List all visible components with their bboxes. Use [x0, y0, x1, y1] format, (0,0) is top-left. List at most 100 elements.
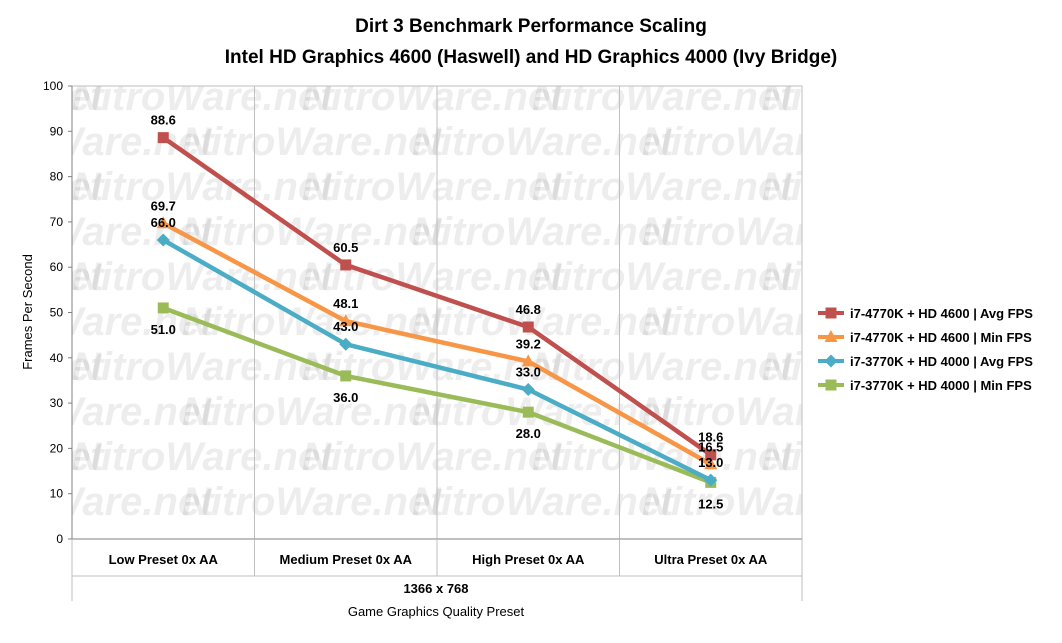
watermark-text: NitroWare.net: [0, 300, 215, 344]
watermark-text: NitroWare.net: [182, 120, 445, 164]
x-tick-label: High Preset 0x AA: [472, 552, 585, 567]
watermark-text: NitroWare.net: [532, 345, 795, 389]
watermark-text: NitroWare.net: [0, 255, 105, 299]
y-tick-label: 0: [56, 532, 63, 546]
legend-label: i7-4770K + HD 4600 | Min FPS: [850, 330, 1032, 345]
data-label: 60.5: [333, 240, 358, 255]
data-label: 36.0: [333, 390, 358, 405]
watermark-text: NitroWare.net: [302, 165, 565, 209]
y-tick-label: 60: [50, 260, 64, 274]
watermark-text: NitroWare.net: [302, 435, 565, 479]
series-line: [161, 221, 713, 467]
watermark-text: NitroWare.net: [992, 255, 1062, 299]
data-label: 18.6: [698, 430, 723, 445]
watermark-text: NitroWare.net: [72, 345, 335, 389]
watermark-text: NitroWare.net: [182, 390, 445, 434]
data-label: 88.6: [151, 113, 176, 128]
data-point: [521, 354, 535, 367]
legend-marker: [825, 307, 837, 319]
watermark-text: NitroWare.net: [182, 300, 445, 344]
watermark-text: NitroWare.net: [642, 390, 905, 434]
watermark-text: NitroWare.net: [532, 75, 795, 119]
axes: 0 10 20 30 40 50 60 70 80 90 100 Low Preset 0x AA Me…: [43, 79, 803, 601]
x-axis-group-label: 1366 x 768: [403, 581, 468, 596]
legend-marker: [824, 354, 838, 368]
watermark-text: NitroWare.net: [642, 120, 905, 164]
watermark-text: NitroWare.net: [762, 345, 1025, 389]
watermark-text: NitroWare.net: [72, 435, 335, 479]
data-label: 16.5: [698, 439, 723, 454]
watermark-text: NitroWare.net: [642, 210, 905, 254]
watermark-text: NitroWare.net: [412, 120, 675, 164]
x-axis-title: Game Graphics Quality Preset: [348, 604, 525, 619]
watermark-text: NitroWare.net: [182, 210, 445, 254]
data-label: 28.0: [516, 426, 541, 441]
watermark-text: NitroWare.net: [872, 210, 1062, 254]
y-tick-label: 90: [50, 124, 64, 138]
data-label: 12.5: [698, 496, 723, 511]
watermark-text: NitroWare.net: [0, 165, 105, 209]
data-point: [156, 233, 170, 247]
x-tick-label: Medium Preset 0x AA: [280, 552, 413, 567]
data-label: 48.1: [333, 296, 358, 311]
watermark-text: NitroWare.net: [872, 480, 1062, 524]
watermark-text: NitroWare.net: [72, 165, 335, 209]
y-tick-label: 50: [50, 306, 64, 320]
watermark-text: NitroWare.net: [992, 435, 1062, 479]
x-tick-label: Low Preset 0x AA: [109, 552, 219, 567]
chart-title: Dirt 3 Benchmark Performance Scaling: [355, 16, 707, 37]
data-label: 13.0: [698, 455, 723, 470]
data-point: [339, 314, 353, 327]
watermark-text: NitroWare.net: [762, 75, 1025, 119]
data-label: 33.0: [516, 365, 541, 380]
data-label: 69.7: [151, 198, 176, 213]
watermark-text: NitroWare.net: [182, 480, 445, 524]
data-point: [157, 132, 169, 144]
watermark-text: NitroWare.net: [872, 390, 1062, 434]
legend-marker: [825, 379, 837, 391]
legend-item: i7-4770K + HD 4600 | Avg FPS: [818, 306, 1033, 321]
legend-item: i7-3770K + HD 4000 | Avg FPS: [818, 354, 1033, 369]
series-2: [156, 216, 718, 470]
y-tick-label: 30: [50, 396, 64, 410]
data-point: [705, 449, 717, 461]
watermark-text: NitroWare.net: [992, 165, 1062, 209]
data-point: [340, 370, 352, 382]
data-point: [521, 383, 535, 397]
watermark-text: NitroWare.net: [302, 75, 565, 119]
watermark-text: NitroWare.net: [412, 480, 675, 524]
series-3: [156, 233, 718, 487]
watermark-text: NitroWare.net: [642, 300, 905, 344]
legend-marker: [824, 330, 838, 342]
watermark-text: NitroWare.net: [762, 255, 1025, 299]
watermark-text: NitroWare.net: [872, 120, 1062, 164]
y-tick-label: 10: [50, 487, 64, 501]
data-labels: 88.6 60.5 46.8 18.6 69.7 48.1 39.2 16.5 66.0 43.0…: [151, 113, 724, 512]
legend-item: i7-4770K + HD 4600 | Min FPS: [818, 330, 1032, 345]
x-tick-label: Ultra Preset 0x AA: [654, 552, 768, 567]
data-point: [522, 406, 534, 418]
data-point: [339, 337, 353, 351]
series-line: [161, 237, 713, 483]
y-tick-label: 40: [50, 351, 64, 365]
series-1: [157, 132, 717, 461]
data-point: [704, 457, 718, 470]
watermark-text: NitroWare.net: [72, 75, 335, 119]
chart-subtitle: Intel HD Graphics 4600 (Haswell) and HD …: [225, 47, 837, 68]
data-point: [340, 259, 352, 271]
data-label: 46.8: [516, 302, 541, 317]
watermark-text: NitroWare.net: [532, 165, 795, 209]
y-tick-label: 80: [50, 170, 64, 184]
data-point: [522, 321, 534, 333]
series-group: [156, 132, 718, 488]
watermark-text: NitroWare.net: [0, 390, 215, 434]
watermark-text: NitroWare.net: [0, 75, 105, 119]
data-label: 43.0: [333, 319, 358, 334]
data-label: 66.0: [151, 215, 176, 230]
y-axis-title: Frames Per Second: [20, 254, 35, 370]
y-tick-label: 70: [50, 215, 64, 229]
legend-label: i7-3770K + HD 4000 | Min FPS: [850, 378, 1032, 393]
watermark-text: NitroWare.net: [532, 255, 795, 299]
watermark-text: NitroWare.net: [992, 75, 1062, 119]
